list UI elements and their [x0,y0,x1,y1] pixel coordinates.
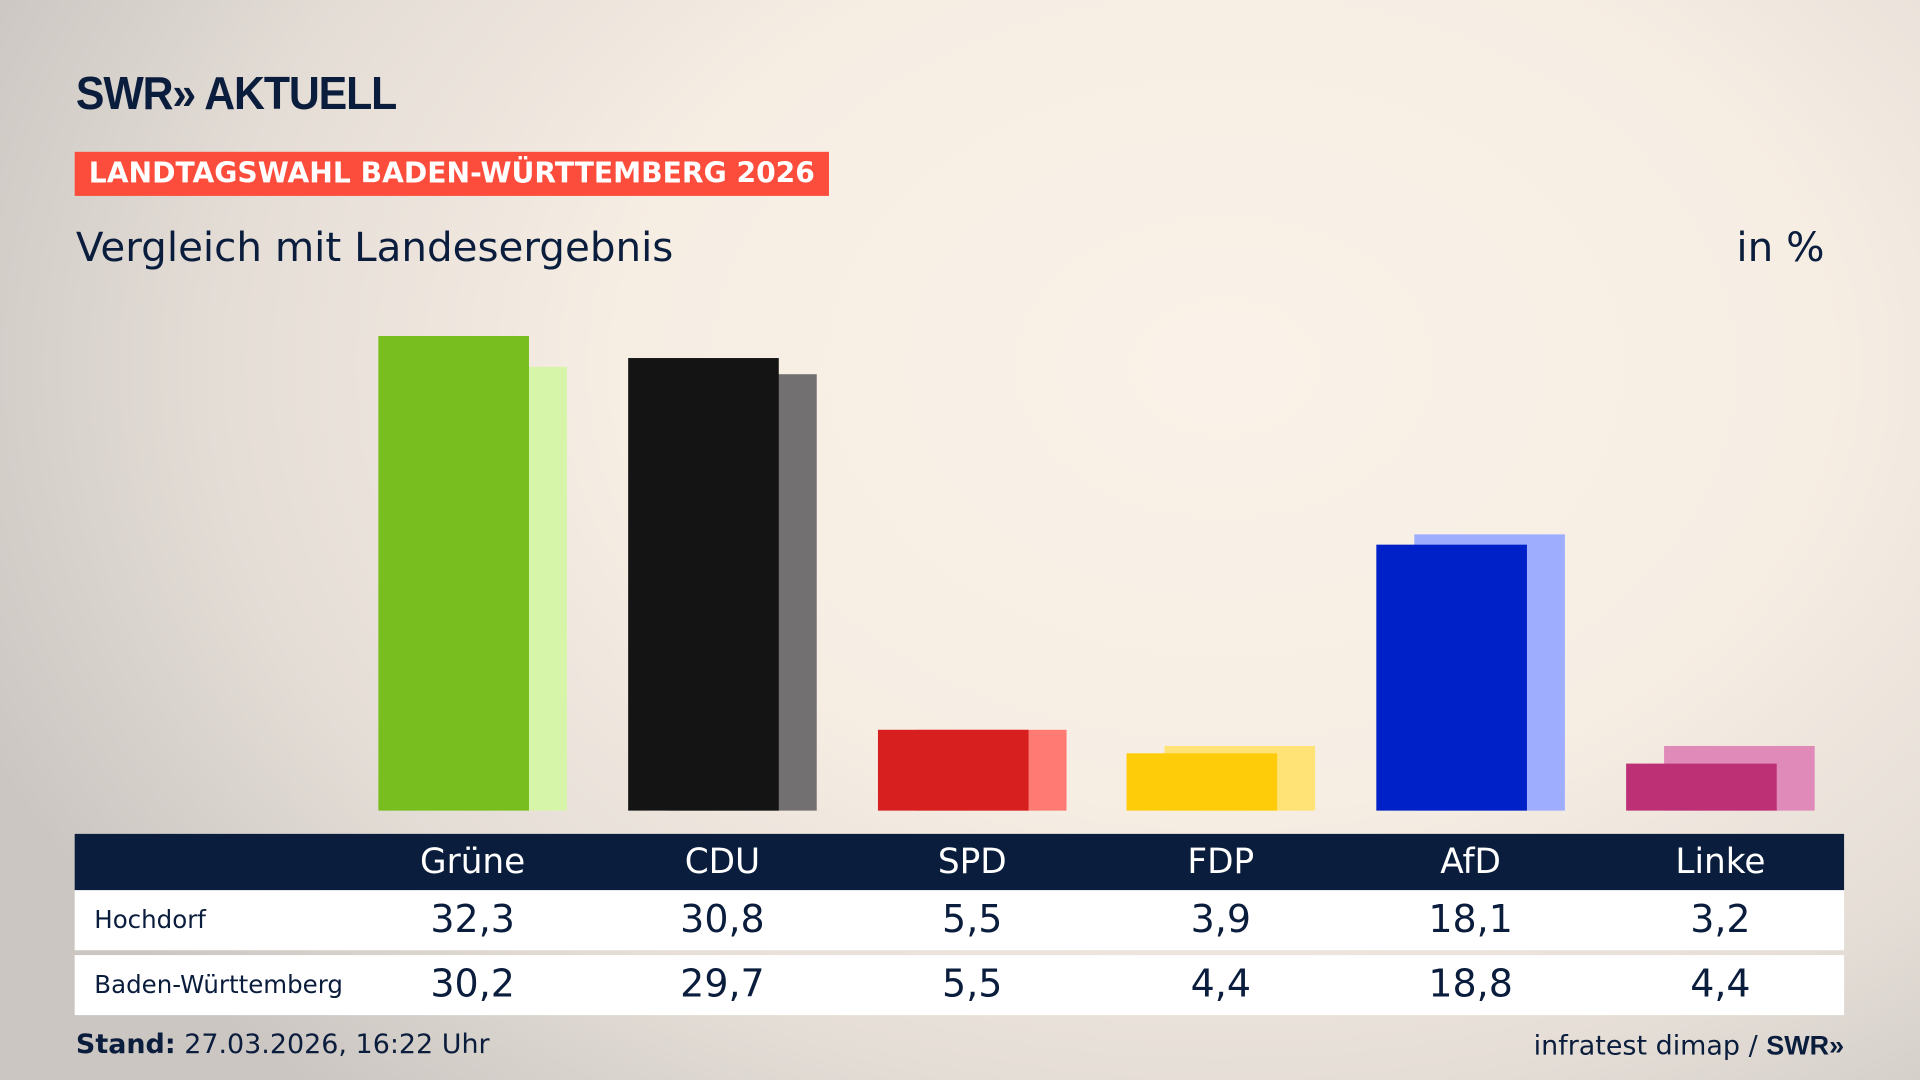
bar-hochdorf-linke [1626,763,1777,811]
value-label: 5,5 [942,897,1003,942]
category-label: SPD [937,841,1007,882]
category-label: Linke [1675,841,1766,882]
row-label: Baden-Württemberg [94,969,343,1000]
stand-value: 27.03.2026, 16:22 Uhr [184,1029,490,1061]
value-label: 32,3 [430,897,515,942]
value-label: 30,2 [430,962,515,1007]
category-label: Grüne [420,841,526,882]
value-label: 3,9 [1190,897,1252,942]
value-label: 4,4 [1690,962,1751,1007]
table-row: Baden-Württemberg 30,2 29,7 5,5 4,4 18,8 4,4 [74,955,1845,1016]
election-banner: LANDTAGSWAHL BADEN-WÜRTTEMBERG 2026 [74,151,829,196]
bar-hochdorf-cdu [628,358,779,811]
value-label: 18,8 [1428,962,1513,1007]
value-label: 3,2 [1690,897,1751,942]
source: infratest dimap / SWR» [1534,1030,1844,1062]
value-label: 29,7 [680,962,765,1007]
value-label: 4,4 [1190,962,1252,1007]
swr-logo: SWR» [1766,1029,1845,1061]
source-text: infratest dimap / [1533,1031,1758,1062]
chart-subtitle: Vergleich mit Landesergebnis [75,222,674,271]
table-header: Grüne CDU SPD FDP AfD Linke [74,833,1845,891]
row-label: Hochdorf [94,904,206,935]
value-label: 5,5 [942,962,1003,1007]
value-label: 18,1 [1428,897,1513,942]
bar-hochdorf-grüne [378,336,529,811]
table-row: Hochdorf 32,3 30,8 5,5 3,9 18,1 3,2 [74,890,1845,951]
bar-hochdorf-spd [877,729,1029,811]
stand-label: Stand: [75,1029,176,1061]
category-label: FDP [1187,841,1255,882]
bar-hochdorf-fdp [1126,753,1278,811]
value-label: 30,8 [680,897,765,942]
unit-label: in % [1736,222,1825,271]
timestamp: Stand: 27.03.2026, 16:22 Uhr [76,1030,490,1061]
category-label: AfD [1440,841,1501,882]
swr-aktuell-logo: SWR» AKTUELL [75,68,397,121]
category-label: CDU [684,841,761,882]
bar-hochdorf-afd [1376,544,1527,811]
